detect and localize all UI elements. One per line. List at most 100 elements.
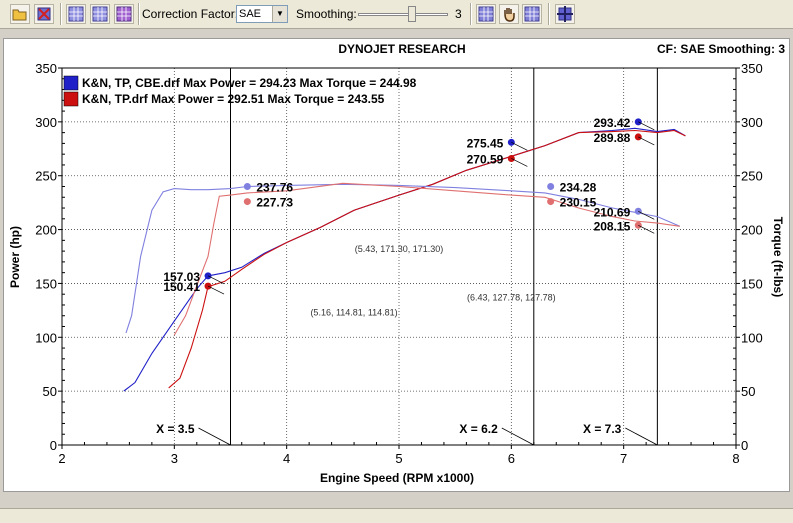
data-label: 234.28 — [560, 180, 597, 194]
correction-factor-value: SAE — [239, 8, 262, 20]
chevron-down-icon[interactable]: ▼ — [272, 6, 287, 22]
data-label: 157.03 — [163, 270, 200, 284]
cursor-readout: (5.43, 171.30, 171.30) — [355, 244, 444, 254]
smoothing-slider[interactable] — [358, 6, 448, 22]
data-label: 270.59 — [467, 152, 504, 166]
data-label: 210.69 — [594, 205, 631, 219]
y-tick-label-left: 200 — [35, 223, 57, 238]
y-tick-label-right: 300 — [741, 115, 763, 130]
dyno-chart: DYNOJET RESEARCH CF: SAE Smoothing: 3 X … — [8, 42, 785, 485]
graph-power-icon[interactable] — [66, 4, 86, 24]
data-label: 289.88 — [594, 131, 631, 145]
graph-both-icon[interactable] — [114, 4, 134, 24]
slider-thumb[interactable] — [408, 6, 416, 22]
correction-factor-select[interactable]: SAE ▼ — [236, 5, 288, 23]
x-tick-label: 2 — [58, 451, 65, 466]
legend-entry-run1: K&N, TP, CBE.drf Max Power = 294.23 Max … — [82, 76, 417, 90]
marker-leader — [207, 275, 225, 285]
series-lines — [123, 127, 686, 392]
y-tick-label-right: 250 — [741, 169, 763, 184]
marker-leader — [638, 121, 655, 131]
marker-leader — [638, 224, 655, 234]
marker-leader — [638, 210, 655, 220]
y-tick-label-left: 0 — [50, 438, 57, 453]
data-label: 293.42 — [594, 116, 631, 130]
correction-factor-label: Correction Factor: — [142, 7, 239, 21]
data-label: 227.73 — [256, 196, 293, 210]
marker-leader — [638, 136, 655, 146]
cursor-lines: X = 3.5 X = 6.2 X = 7.3 — [156, 68, 658, 446]
cursor-label: X = 3.5 — [156, 422, 195, 436]
x-tick-label: 4 — [283, 451, 290, 466]
zoom-icon[interactable] — [476, 4, 496, 24]
toolbar-separator — [548, 3, 550, 25]
x-axis-label: Engine Speed (RPM x1000) — [320, 471, 474, 485]
y-axis-label-right: Torque (ft-lbs) — [771, 217, 785, 297]
data-point-marker — [634, 133, 642, 141]
x-tick-label: 8 — [732, 451, 739, 466]
data-label: 208.15 — [594, 219, 631, 233]
cursor-readout: (5.16, 114.81, 114.81) — [310, 308, 397, 318]
legend: K&N, TP, CBE.drf Max Power = 294.23 Max … — [63, 75, 417, 107]
cursor-readout: (6.43, 127.78, 127.78) — [467, 293, 556, 303]
y-tick-label-left: 350 — [35, 61, 57, 76]
x-tick-label: 7 — [620, 451, 627, 466]
grid — [62, 68, 736, 445]
legend-swatch-run1 — [63, 75, 79, 91]
legend-swatch-run2 — [63, 91, 79, 107]
toolbar: Correction Factor: SAE ▼ Smoothing: 3 — [0, 0, 793, 29]
data-point-marker — [547, 182, 555, 190]
data-label: 230.15 — [560, 196, 597, 210]
data-label: 237.76 — [256, 180, 293, 194]
crosshair-icon[interactable] — [555, 4, 575, 24]
y-tick-label-left: 150 — [35, 276, 57, 291]
slider-track — [358, 13, 448, 16]
annotations: (5.43, 171.30, 171.30) (5.16, 114.81, 114… — [310, 244, 555, 318]
data-point-marker — [547, 198, 555, 206]
marker-leader — [511, 142, 528, 151]
plot-area-border — [61, 67, 737, 446]
y-axis-label-left: Power (hp) — [8, 226, 22, 288]
y-tick-label-right: 50 — [741, 384, 755, 399]
cursor-leader — [198, 427, 231, 446]
series-torque-line — [173, 182, 680, 336]
y-tick-label-left: 250 — [35, 169, 57, 184]
x-tick-label: 3 — [171, 451, 178, 466]
y-tick-label-right: 150 — [741, 276, 763, 291]
y-tick-label-right: 200 — [741, 223, 763, 238]
cursor-label: X = 6.2 — [459, 422, 498, 436]
y-tick-label-left: 300 — [35, 115, 57, 130]
open-file-icon[interactable] — [10, 4, 30, 24]
series-torque-line — [125, 183, 681, 334]
series-power-line — [168, 129, 686, 389]
y-tick-label-left: 50 — [43, 384, 57, 399]
table-icon[interactable] — [522, 4, 542, 24]
chart-header-right: CF: SAE Smoothing: 3 — [657, 42, 785, 56]
series-power-line — [123, 127, 686, 392]
legend-entry-run2: K&N, TP.drf Max Power = 292.51 Max Torqu… — [82, 92, 385, 106]
pan-hand-icon[interactable] — [499, 4, 519, 24]
status-strip — [0, 495, 793, 507]
smoothing-label: Smoothing: — [296, 7, 357, 21]
delete-run-icon[interactable] — [34, 4, 54, 24]
data-point-marker — [243, 198, 251, 206]
y-tick-label-right: 350 — [741, 61, 763, 76]
data-label: 150.41 — [163, 280, 200, 294]
toolbar-separator — [60, 3, 62, 25]
toolbar-separator — [470, 3, 472, 25]
graph-torque-icon[interactable] — [90, 4, 110, 24]
y-tick-label-left: 100 — [35, 330, 57, 345]
toolbar-separator — [138, 3, 140, 25]
cursor-label: X = 7.3 — [583, 422, 622, 436]
marker-leader — [511, 158, 528, 167]
data-point-marker — [243, 182, 251, 190]
x-tick-label: 6 — [508, 451, 515, 466]
cursor-leader — [501, 427, 534, 446]
chart-title: DYNOJET RESEARCH — [338, 42, 465, 56]
smoothing-value: 3 — [455, 7, 462, 21]
chart-panel: DYNOJET RESEARCH CF: SAE Smoothing: 3 X … — [3, 38, 790, 492]
y-tick-label-right: 100 — [741, 330, 763, 345]
data-label: 275.45 — [467, 136, 504, 150]
